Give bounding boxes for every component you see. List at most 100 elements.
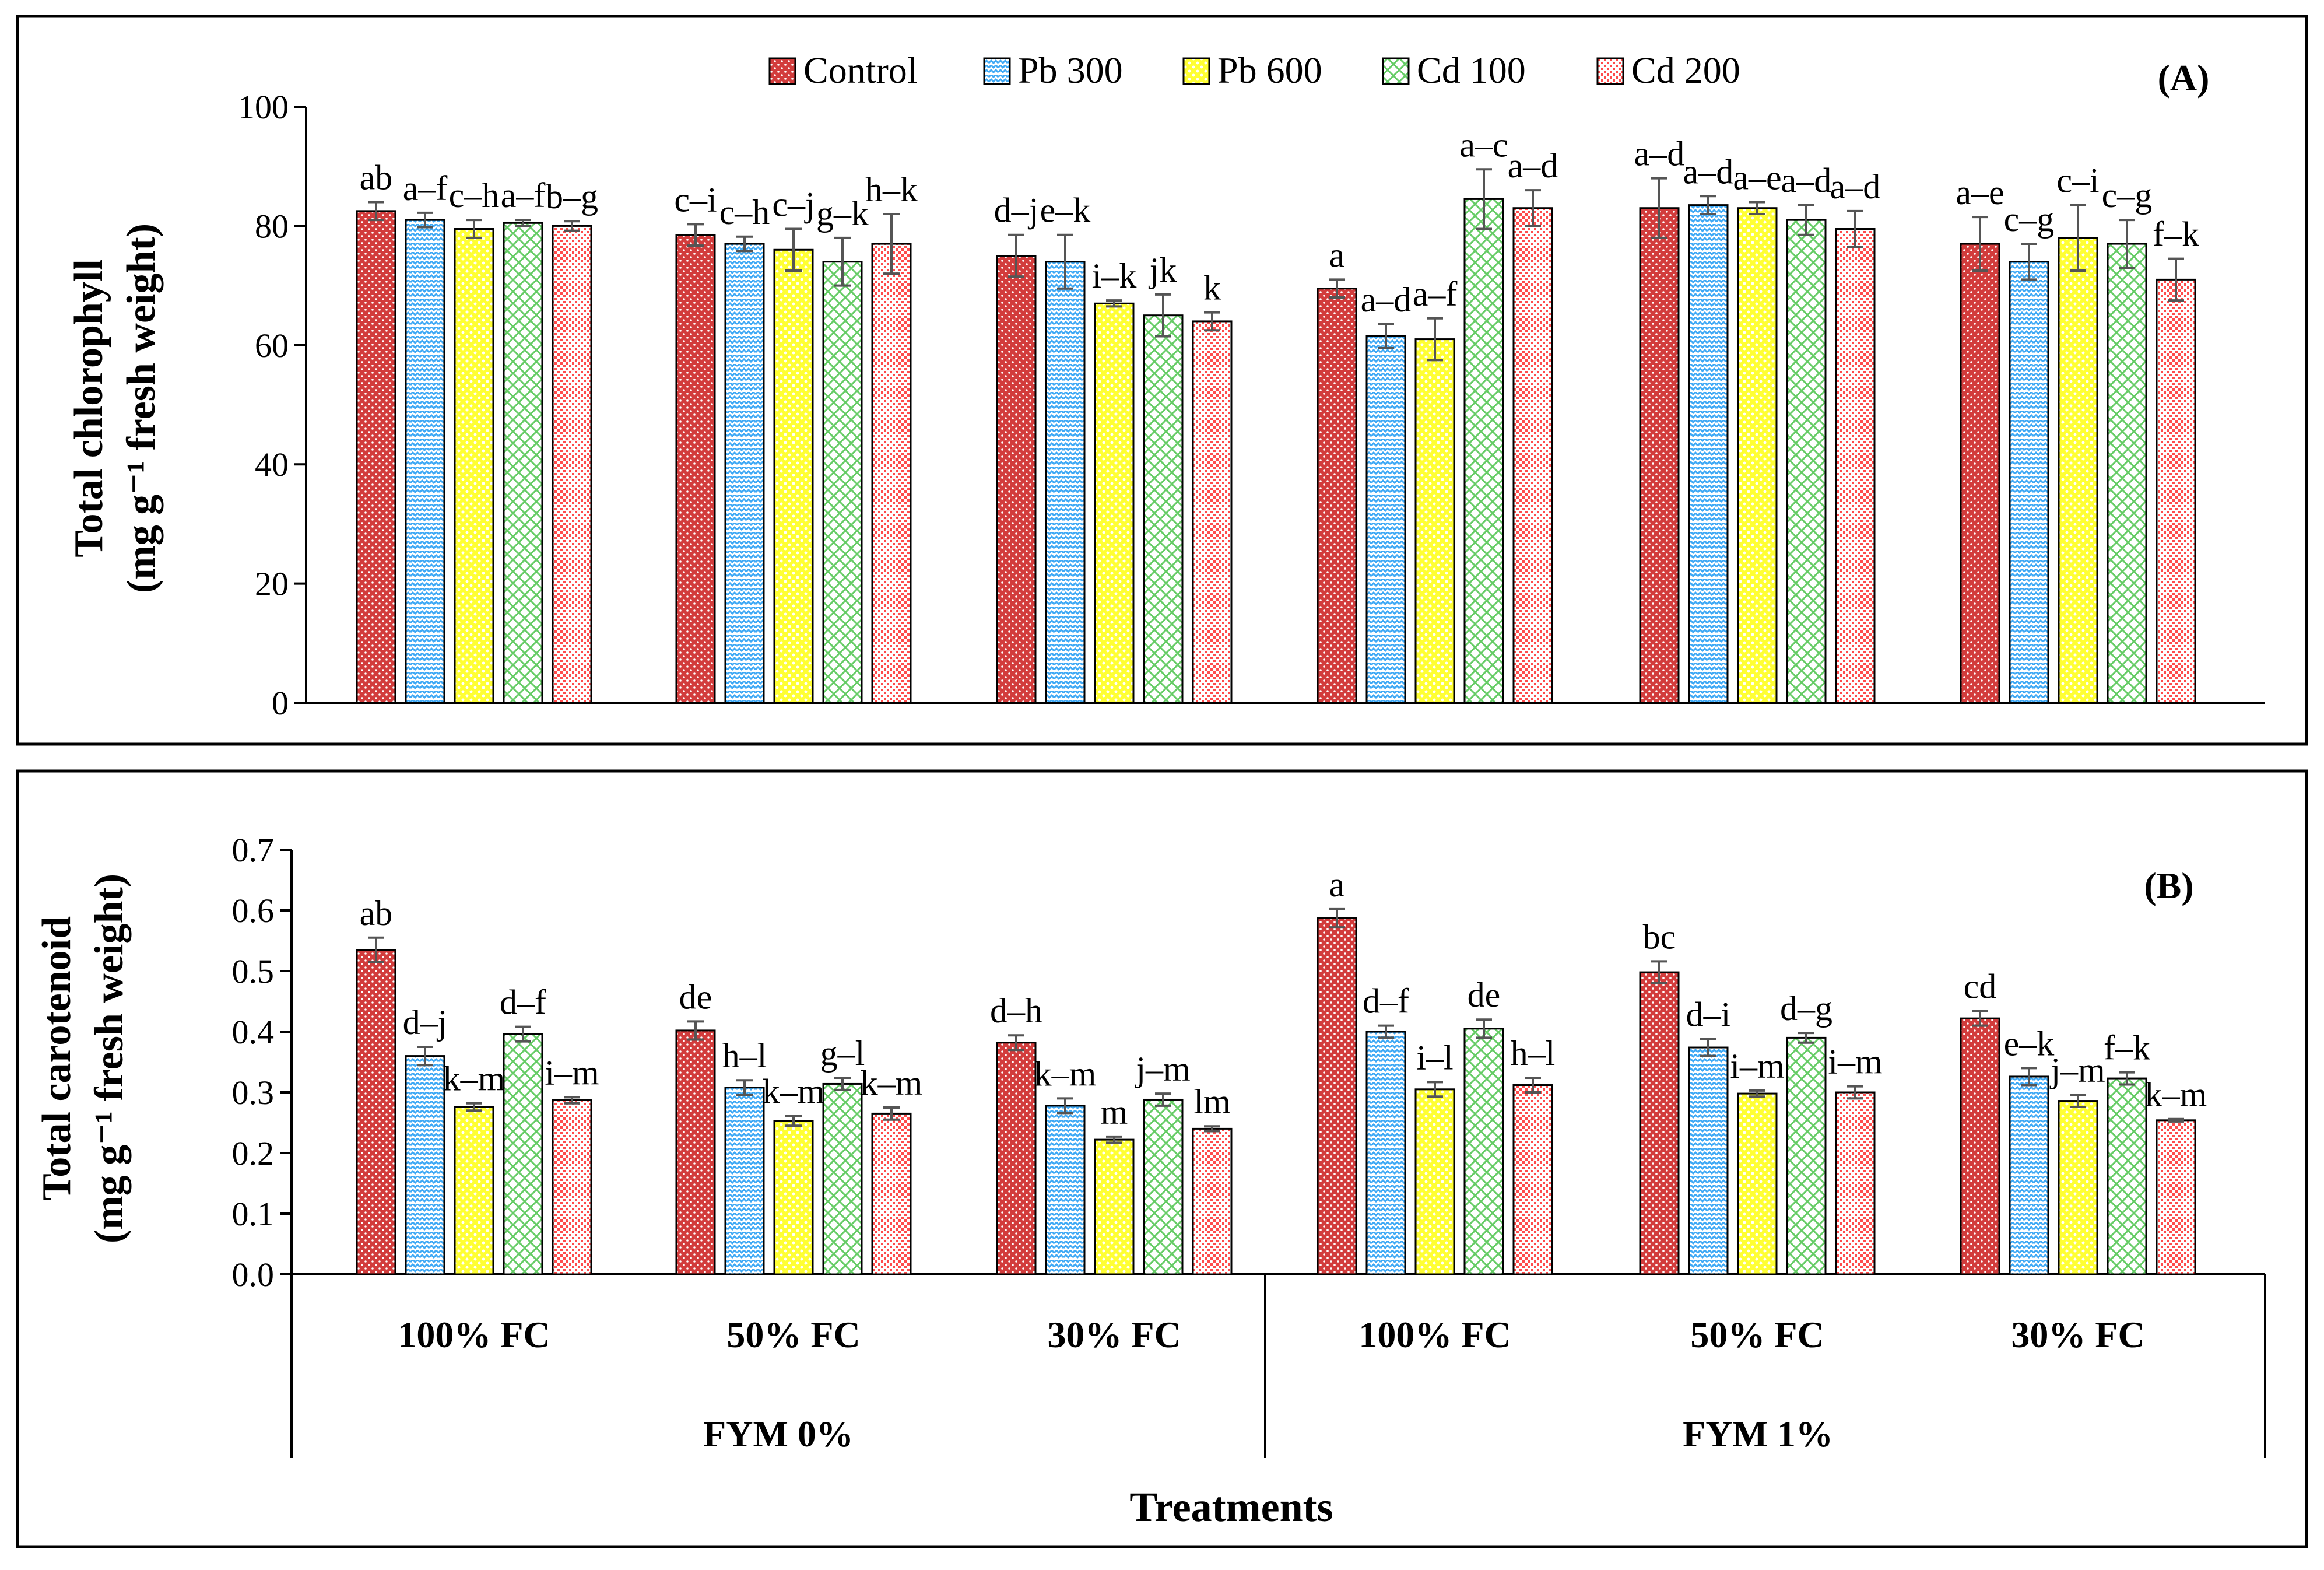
panel-a-bar-control-group-4 bbox=[1317, 288, 1357, 704]
panel-b-bar-cd200-group-4 bbox=[1512, 1084, 1553, 1275]
panel-a-sig-label: a–d bbox=[1361, 281, 1412, 319]
panel-b-y-tick-label: 0.7 bbox=[232, 831, 275, 869]
panel-b-sig-label: d–f bbox=[1363, 982, 1409, 1021]
legend-swatch-pb600 bbox=[1182, 57, 1210, 85]
panel-a-bar-control-group-3 bbox=[996, 255, 1037, 704]
panel-a-sig-label: a–d bbox=[1634, 135, 1685, 173]
legend: Control Pb 300 Pb 600 Cd 100 Cd 200 bbox=[768, 50, 1740, 91]
panel-a-sig-label: a–f bbox=[501, 176, 546, 215]
panel-b-bar-cd200-group-5 bbox=[1835, 1091, 1876, 1275]
panel-a-bar-cd200-group-4 bbox=[1512, 207, 1553, 704]
panel-b-sig-label: de bbox=[1468, 976, 1501, 1014]
panel-a-sig-label: c–i bbox=[2056, 162, 2099, 200]
x-group-label: 50% FC bbox=[1690, 1314, 1824, 1355]
panel-a-bar-cd100-group-1 bbox=[503, 222, 543, 704]
panel-b-sig-label: i–m bbox=[1730, 1047, 1784, 1085]
panel-b-sig-label: bc bbox=[1643, 917, 1676, 956]
panel-a-y-tick-label: 40 bbox=[255, 446, 289, 483]
panel-a-bar-cd200-group-5 bbox=[1835, 228, 1876, 704]
legend-label-cd200: Cd 200 bbox=[1631, 50, 1740, 91]
x-category-axis: 100% FC 50% FC 30% FC 100% FC 50% FC 30% FC FY… bbox=[290, 1274, 2266, 1458]
panel-b-sig-label: i–l bbox=[1416, 1038, 1453, 1077]
panel-a-bar-cd200-group-2 bbox=[871, 243, 912, 704]
panel-b-y-tick-label: 0.6 bbox=[232, 892, 275, 930]
panel-a-bar-pb600-group-6 bbox=[2058, 237, 2098, 704]
panel-a-bar-pb600-group-5 bbox=[1737, 207, 1778, 704]
panel-a-label: (A) bbox=[2158, 57, 2210, 99]
panel-b-bar-cd200-group-3 bbox=[1192, 1127, 1233, 1275]
panel-a-bar-cd100-group-4 bbox=[1463, 198, 1504, 704]
panel-b-sig-label: h–l bbox=[1511, 1034, 1556, 1073]
x-group-label: 50% FC bbox=[726, 1314, 860, 1355]
panel-b-sig-label: f–k bbox=[2104, 1029, 2150, 1067]
panel-a-bar-cd100-group-2 bbox=[822, 261, 863, 704]
panel-b-bar-cd100-group-6 bbox=[2107, 1077, 2147, 1275]
panel-a-y-tick-label: 100 bbox=[238, 88, 289, 126]
legend-label-cd100: Cd 100 bbox=[1417, 50, 1526, 91]
x-group-label: 100% FC bbox=[1358, 1314, 1511, 1355]
x-group-label: 100% FC bbox=[398, 1314, 550, 1355]
panel-a-bar-pb600-group-2 bbox=[773, 248, 814, 704]
panel-a-bar-pb600-group-4 bbox=[1414, 338, 1455, 704]
panel-a-sig-label: a bbox=[1329, 236, 1345, 274]
panel-a-sig-label: a–d bbox=[1508, 146, 1558, 185]
panel-b-sig-label: d–g bbox=[1780, 989, 1832, 1028]
panel-a-ylabel-line2: (mg g⁻¹ fresh weight) bbox=[119, 223, 164, 593]
panel-a-bar-cd200-group-6 bbox=[2156, 278, 2196, 704]
panel-a-sig-label: e–k bbox=[1040, 191, 1091, 230]
panel-b-bar-cd100-group-1 bbox=[503, 1033, 543, 1275]
panel-a-sig-label: a–f bbox=[1413, 275, 1458, 313]
panel-a-sig-label: g–k bbox=[816, 194, 869, 233]
panel-a-sig-label: c–j bbox=[772, 185, 815, 224]
panel-a-sig-label: k bbox=[1203, 269, 1221, 307]
panel-a-sig-label: h–k bbox=[865, 170, 918, 209]
panel-b-y-tick-label: 0.5 bbox=[232, 952, 275, 990]
panel-b-sig-label: cd bbox=[1964, 968, 1997, 1006]
panel-a-sig-label: d–j bbox=[994, 191, 1039, 230]
panel-a-sig-label: a–c bbox=[1459, 125, 1508, 164]
panel-b-sig-label: g–l bbox=[820, 1034, 865, 1073]
legend-label-pb300: Pb 300 bbox=[1018, 50, 1123, 91]
panel-b-bar-control-group-1 bbox=[356, 949, 396, 1275]
legend-label-pb600: Pb 600 bbox=[1217, 50, 1322, 91]
legend-swatch-control bbox=[768, 57, 796, 85]
panel-b-y-tick-label: 0.0 bbox=[232, 1256, 275, 1294]
panel-b-bar-pb600-group-1 bbox=[454, 1106, 494, 1275]
panel-b-sig-label: d–i bbox=[1686, 995, 1731, 1033]
panel-b-y-tick-label: 0.3 bbox=[232, 1074, 275, 1112]
panel-b-bar-pb300-group-6 bbox=[2009, 1075, 2049, 1275]
panel-b-bar-cd200-group-1 bbox=[552, 1099, 592, 1275]
panel-b-y-tick-label: 0.1 bbox=[232, 1195, 275, 1233]
panel-b-bar-pb300-group-2 bbox=[724, 1087, 765, 1275]
legend-swatch-cd200 bbox=[1596, 57, 1624, 85]
panel-a-bar-pb300-group-2 bbox=[724, 243, 765, 704]
panel-b-sig-label: k–m bbox=[861, 1064, 923, 1102]
panel-a-bar-cd100-group-3 bbox=[1143, 314, 1184, 704]
panel-a-bar-cd100-group-6 bbox=[2107, 243, 2147, 704]
panel-a-sig-label: a–d bbox=[1683, 152, 1734, 191]
panel-b-bar-cd200-group-2 bbox=[871, 1112, 912, 1275]
panel-a-ylabel-line1: Total chlorophyll bbox=[66, 259, 111, 558]
panel-a-sig-label: a–d bbox=[1830, 167, 1881, 206]
panel-b-bar-control-group-4 bbox=[1317, 917, 1357, 1275]
panel-b-bar-pb600-group-4 bbox=[1414, 1088, 1455, 1275]
panel-a-bar-control-group-1 bbox=[356, 210, 396, 704]
panel-a-bar-pb600-group-3 bbox=[1094, 302, 1135, 704]
panel-b-bar-pb300-group-1 bbox=[405, 1055, 445, 1275]
x-axis-title: Treatments bbox=[1129, 1484, 1333, 1530]
panel-b-ylabel-line2: (mg g⁻¹ fresh weight) bbox=[87, 874, 132, 1243]
panel-b-sig-label: ab bbox=[360, 894, 393, 933]
x-group-label: 30% FC bbox=[2011, 1314, 2144, 1355]
panel-b-sig-label: d–f bbox=[500, 983, 546, 1022]
legend-label-control: Control bbox=[803, 50, 918, 91]
panel-a-sig-label: a–e bbox=[1733, 159, 1781, 197]
panel-a-bar-cd100-group-5 bbox=[1786, 219, 1827, 704]
panel-b-bar-cd100-group-5 bbox=[1786, 1036, 1827, 1275]
panel-a-sig-label: c–h bbox=[449, 176, 500, 215]
panel-a-sig-label: jk bbox=[1149, 251, 1177, 289]
x-supergroup-label: FYM 1% bbox=[1683, 1413, 1833, 1455]
panel-b-sig-label: i–m bbox=[1828, 1043, 1882, 1081]
x-group-label: 30% FC bbox=[1047, 1314, 1181, 1355]
legend-swatch-cd100 bbox=[1382, 57, 1410, 85]
legend-swatch-pb300 bbox=[983, 57, 1011, 85]
